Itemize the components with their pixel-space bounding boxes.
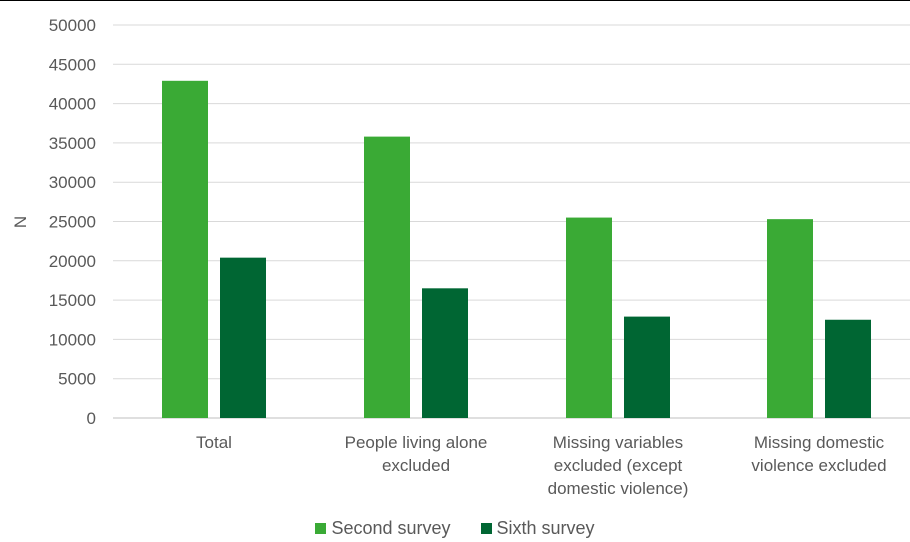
legend-item: Second survey xyxy=(315,518,451,539)
y-tick-label: 20000 xyxy=(49,252,96,271)
x-category-label: Total xyxy=(196,433,232,452)
y-tick-label: 40000 xyxy=(49,95,96,114)
y-tick-label: 35000 xyxy=(49,134,96,153)
legend-swatch xyxy=(315,523,327,534)
bar-second-survey xyxy=(162,80,208,418)
y-tick-label: 10000 xyxy=(49,330,96,349)
bar-second-survey xyxy=(566,217,612,418)
bar-sixth-survey xyxy=(220,257,266,418)
legend: Second survey Sixth survey xyxy=(0,518,910,539)
x-category-label: Missing domestic violence excluded xyxy=(751,433,886,475)
bar-sixth-survey xyxy=(422,288,468,418)
bar-sixth-survey xyxy=(624,316,670,418)
bar-sixth-survey xyxy=(825,319,871,418)
y-axis-title: N xyxy=(11,216,30,228)
bars xyxy=(162,80,871,418)
legend-label: Second survey xyxy=(331,518,451,538)
bar-chart: 0 5000 10000 15000 20000 25000 30000 35000 40000… xyxy=(11,16,910,498)
y-tick-label: 0 xyxy=(87,409,96,428)
x-category-label: People living alone excluded xyxy=(345,433,488,475)
y-tick-label: 25000 xyxy=(49,213,96,232)
x-category-label: Missing variables excluded (except domesti… xyxy=(548,433,689,498)
legend-swatch xyxy=(480,523,492,534)
y-tick-label: 5000 xyxy=(58,370,96,389)
legend-label: Sixth survey xyxy=(496,518,595,538)
y-tick-label: 50000 xyxy=(49,16,96,35)
bar-second-survey xyxy=(767,219,813,418)
y-tick-label: 30000 xyxy=(49,173,96,192)
y-tick-label: 15000 xyxy=(49,291,96,310)
y-tick-label: 45000 xyxy=(49,55,96,74)
top-border xyxy=(0,0,910,1)
x-axis-categories: Total People living alone excluded Missing … xyxy=(196,433,887,498)
legend-item: Sixth survey xyxy=(480,518,595,539)
y-axis-ticks: 0 5000 10000 15000 20000 25000 30000 35000 40000… xyxy=(49,16,96,428)
bar-second-survey xyxy=(364,136,410,418)
